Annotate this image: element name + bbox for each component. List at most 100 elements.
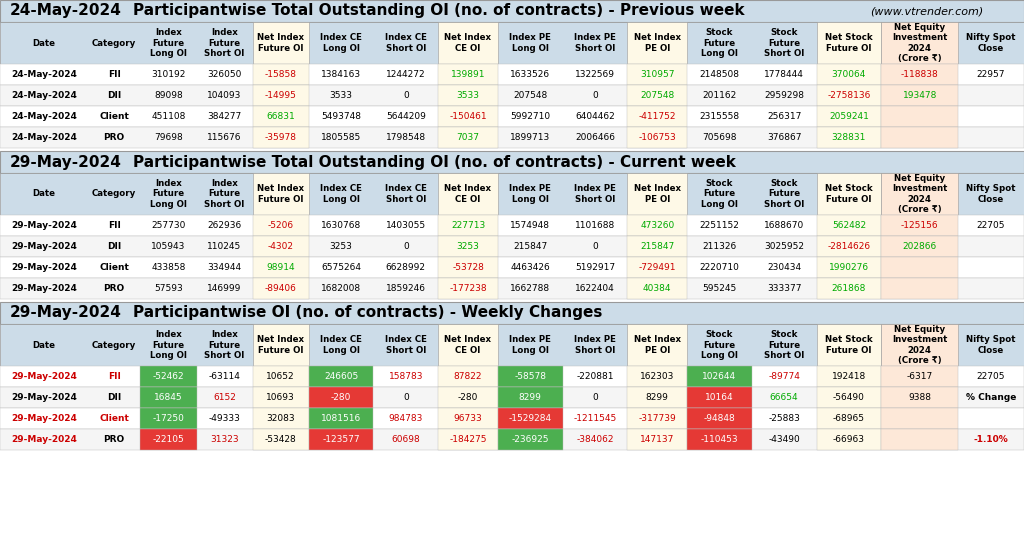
Bar: [882, 278, 958, 299]
Bar: [628, 64, 687, 85]
Text: -35978: -35978: [265, 133, 297, 142]
Bar: [438, 387, 498, 408]
Bar: [816, 215, 882, 236]
Bar: [628, 257, 687, 278]
Text: -66963: -66963: [833, 435, 865, 444]
Bar: [0, 366, 1024, 387]
Text: 96733: 96733: [454, 414, 482, 423]
Bar: [628, 278, 687, 299]
Text: -150461: -150461: [450, 112, 486, 121]
Text: Client: Client: [99, 112, 129, 121]
Text: 1899713: 1899713: [510, 133, 551, 142]
Text: 2006466: 2006466: [575, 133, 615, 142]
Bar: [816, 387, 882, 408]
Text: -89406: -89406: [265, 284, 297, 293]
Text: 29-May-2024: 29-May-2024: [10, 154, 122, 169]
Bar: [253, 85, 309, 106]
Text: -110453: -110453: [700, 435, 738, 444]
Bar: [628, 429, 687, 450]
Text: -177238: -177238: [450, 284, 486, 293]
Text: 257730: 257730: [152, 221, 185, 230]
Bar: [628, 215, 687, 236]
Bar: [882, 387, 958, 408]
Bar: [253, 173, 309, 215]
Bar: [687, 366, 752, 387]
Bar: [816, 257, 882, 278]
Text: 0: 0: [592, 91, 598, 100]
Bar: [140, 429, 197, 450]
Text: 7037: 7037: [457, 133, 479, 142]
Text: 1630768: 1630768: [321, 221, 361, 230]
Bar: [309, 408, 374, 429]
Text: 22705: 22705: [977, 372, 1006, 381]
Bar: [628, 85, 687, 106]
Text: 1244272: 1244272: [386, 70, 426, 79]
Text: 24-May-2024: 24-May-2024: [11, 112, 77, 121]
Bar: [687, 429, 752, 450]
Text: 102644: 102644: [702, 372, 736, 381]
Text: Stock
Future
Long OI: Stock Future Long OI: [701, 330, 738, 360]
Text: 16845: 16845: [155, 393, 182, 402]
Text: 433858: 433858: [152, 263, 185, 272]
Text: 211326: 211326: [702, 242, 736, 251]
Bar: [0, 127, 1024, 148]
Bar: [253, 278, 309, 299]
Text: Net Stock
Future OI: Net Stock Future OI: [825, 33, 872, 53]
Bar: [0, 236, 1024, 257]
Text: FII: FII: [108, 372, 121, 381]
Text: Client: Client: [99, 263, 129, 272]
Text: 3025952: 3025952: [764, 242, 804, 251]
Text: 1081516: 1081516: [321, 414, 361, 423]
Text: -411752: -411752: [639, 112, 676, 121]
Bar: [309, 387, 374, 408]
Bar: [628, 324, 687, 366]
Text: 326050: 326050: [208, 70, 242, 79]
Bar: [816, 85, 882, 106]
Bar: [882, 408, 958, 429]
Text: -53428: -53428: [265, 435, 297, 444]
Text: 384277: 384277: [208, 112, 242, 121]
Text: 3533: 3533: [330, 91, 352, 100]
Text: -94848: -94848: [703, 414, 735, 423]
Text: 110245: 110245: [208, 242, 242, 251]
Text: Index
Future
Long OI: Index Future Long OI: [150, 28, 187, 58]
Text: -384062: -384062: [577, 435, 613, 444]
Text: 87822: 87822: [454, 372, 482, 381]
Bar: [0, 278, 1024, 299]
Text: 310192: 310192: [152, 70, 185, 79]
Text: 246605: 246605: [324, 372, 358, 381]
Bar: [882, 22, 958, 64]
Text: 0: 0: [592, 393, 598, 402]
Text: 24-May-2024: 24-May-2024: [11, 70, 77, 79]
Bar: [687, 387, 752, 408]
Text: 66654: 66654: [770, 393, 799, 402]
Text: Category: Category: [92, 341, 136, 350]
Text: PRO: PRO: [103, 284, 125, 293]
Text: -15858: -15858: [265, 70, 297, 79]
Bar: [816, 236, 882, 257]
Bar: [882, 236, 958, 257]
Text: 215847: 215847: [513, 242, 548, 251]
Bar: [882, 85, 958, 106]
Text: -4302: -4302: [267, 242, 294, 251]
Text: 2148508: 2148508: [699, 70, 739, 79]
Text: 193478: 193478: [902, 91, 937, 100]
Text: 984783: 984783: [389, 414, 423, 423]
Text: 8299: 8299: [519, 393, 542, 402]
Text: % Change: % Change: [966, 393, 1016, 402]
Text: 0: 0: [402, 242, 409, 251]
Text: 2959298: 2959298: [764, 91, 804, 100]
Text: DII: DII: [106, 91, 121, 100]
Bar: [0, 173, 1024, 215]
Bar: [0, 324, 1024, 366]
Text: -280: -280: [458, 393, 478, 402]
Text: -63114: -63114: [209, 372, 241, 381]
Text: -25883: -25883: [768, 414, 800, 423]
Bar: [628, 173, 687, 215]
Text: -125156: -125156: [901, 221, 938, 230]
Text: 29-May-2024: 29-May-2024: [11, 435, 77, 444]
Bar: [882, 366, 958, 387]
Text: 262936: 262936: [208, 221, 242, 230]
Bar: [140, 387, 197, 408]
Bar: [438, 278, 498, 299]
